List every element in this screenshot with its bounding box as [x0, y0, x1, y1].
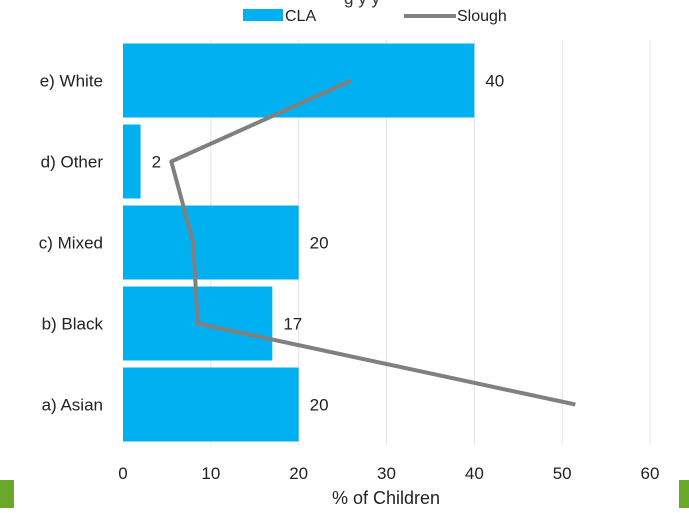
x-tick-label-50: 50 [553, 464, 572, 483]
legend-label-cla: CLA [285, 8, 316, 25]
y-tick-label-4: d) Other [41, 153, 104, 172]
y-tick-layer: a) Asian b) Black c) Mixed d) Other e) White [39, 72, 104, 415]
x-tick-label-40: 40 [465, 464, 484, 483]
data-label-2: 17 [283, 315, 302, 334]
decorative-corner-right [679, 480, 689, 508]
data-label-5: 40 [485, 72, 504, 91]
y-tick-label-3: c) Mixed [39, 234, 103, 253]
bar-3 [123, 206, 299, 280]
x-axis-title: % of Children [332, 488, 440, 508]
decorative-corner-left [0, 480, 14, 508]
y-tick-label-1: a) Asian [42, 396, 103, 415]
bar-4 [123, 125, 141, 199]
x-tick-label-0: 0 [118, 464, 127, 483]
legend-label-slough: Slough [457, 8, 507, 25]
y-tick-label-5: e) White [40, 72, 103, 91]
data-label-1: 20 [310, 396, 329, 415]
x-tick-layer: 0 10 20 30 40 50 60 [118, 464, 659, 483]
data-label-4: 2 [152, 153, 161, 172]
x-tick-label-30: 30 [377, 464, 396, 483]
y-tick-label-2: b) Black [42, 315, 104, 334]
legend-swatch-cla [243, 9, 283, 21]
x-tick-label-20: 20 [289, 464, 308, 483]
x-tick-label-60: 60 [641, 464, 660, 483]
bar-1 [123, 368, 299, 442]
legend: CLA Slough [243, 8, 507, 25]
x-tick-label-10: 10 [201, 464, 220, 483]
chart-title-fragment: g y y [344, 0, 380, 8]
data-label-3: 20 [310, 234, 329, 253]
